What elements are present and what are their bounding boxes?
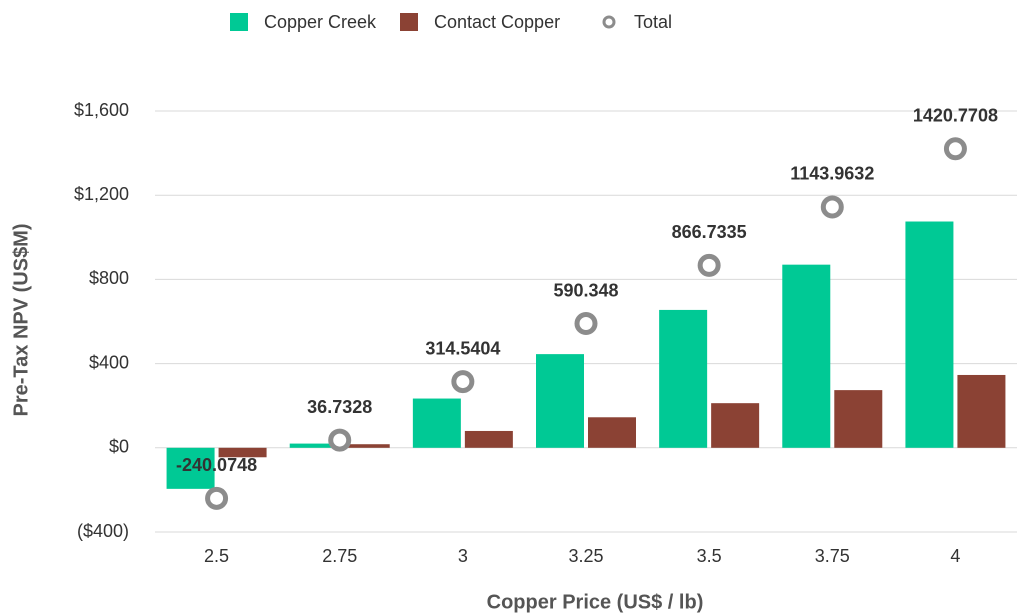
total-marker [943,137,967,161]
total-marker [820,195,844,219]
data-label: -240.0748 [176,455,257,475]
total-marker [328,428,352,452]
y-tick-label: $800 [89,268,129,288]
y-axis-title: Pre-Tax NPV (US$M) [10,223,32,416]
legend-item: Contact Copper [400,12,560,32]
x-tick-label: 3 [458,546,468,566]
x-tick-label: 3.5 [697,546,722,566]
x-tick-label: 2.5 [204,546,229,566]
x-tick-label: 2.75 [322,546,357,566]
legend-label: Total [634,12,672,32]
x-tick-label: 4 [950,546,960,566]
data-label: 36.7328 [307,397,372,417]
y-tick-label: $0 [109,437,129,457]
bar [536,354,584,448]
data-label: 314.5404 [425,338,500,358]
bar [289,443,338,448]
bar [711,403,760,448]
total-marker [574,312,598,336]
bar [834,390,883,448]
y-tick-label: ($400) [77,521,129,541]
y-tick-label: $400 [89,352,129,372]
legend-symbol [230,13,248,31]
bar [782,264,831,448]
legend-item: Total [602,12,672,32]
bar [905,221,954,448]
bar [412,398,461,448]
data-label: 1143.9632 [790,164,874,184]
legend-label: Copper Creek [264,12,377,32]
bar [659,309,708,448]
bar [957,374,1006,448]
bar [464,430,513,448]
y-tick-label: $1,200 [74,184,129,204]
x-axis-title: Copper Price (US$ / lb) [487,591,704,613]
x-tick-label: 3.25 [568,546,603,566]
total-marker [697,253,721,277]
legend-label: Contact Copper [434,12,560,32]
x-tick-label: 3.75 [815,546,850,566]
legend-item: Copper Creek [230,12,377,32]
bar [218,447,267,458]
legend-symbol [602,15,616,29]
data-label: 866.7335 [672,222,747,242]
total-marker [451,370,475,394]
data-label: 590.348 [553,280,618,300]
data-label: 1420.7708 [913,105,998,125]
legend-symbol [400,13,418,31]
bar [341,444,390,448]
total-marker [205,486,229,510]
bar [588,417,636,448]
bar [166,447,215,489]
y-tick-label: $1,600 [74,100,129,120]
